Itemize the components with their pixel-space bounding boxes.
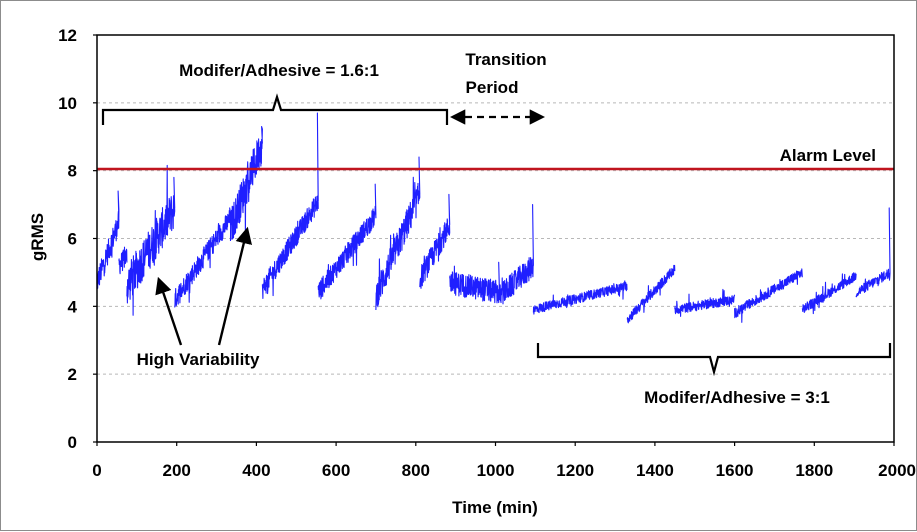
- series-segment-11: [532, 280, 628, 315]
- y-tick-label-12: 12: [58, 26, 77, 45]
- bottom-bracket-label: Modifer/Adhesive = 3:1: [644, 388, 830, 407]
- series-segment-16: [855, 207, 891, 298]
- gridlines: [97, 102, 894, 375]
- series-segment-6: [317, 183, 377, 300]
- x-tick-label-400: 400: [242, 461, 270, 480]
- x-tick-label-800: 800: [402, 461, 430, 480]
- x-tick-label-1400: 1400: [636, 461, 674, 480]
- x-tick-label-200: 200: [163, 461, 191, 480]
- series-segment-15: [801, 272, 857, 315]
- y-axis-ticks: 0 2 4 6 8 10 12: [58, 26, 97, 452]
- series-segment-0: [96, 190, 120, 289]
- series-segment-2: [126, 164, 176, 316]
- x-tick-label-0: 0: [92, 461, 101, 480]
- x-tick-label-1600: 1600: [716, 461, 754, 480]
- y-tick-label-8: 8: [68, 162, 77, 181]
- series-segment-14: [734, 268, 803, 323]
- x-tick-label-1200: 1200: [556, 461, 594, 480]
- series-segment-5: [261, 112, 319, 299]
- series-segment-3: [174, 207, 232, 308]
- series-segment-7: [375, 156, 421, 311]
- y-axis-title: gRMS: [28, 213, 47, 261]
- series-segment-9: [449, 261, 501, 304]
- y-tick-label-10: 10: [58, 94, 77, 113]
- y-tick-label-0: 0: [68, 433, 77, 452]
- x-tick-label-600: 600: [322, 461, 350, 480]
- series-gRMS: [96, 112, 891, 324]
- series-segment-4: [229, 126, 263, 241]
- series-segment-10: [498, 204, 534, 305]
- series-segment-1: [118, 246, 128, 275]
- x-axis-ticks: 0 200 400 600 800 1000 1200 1400 1600 1800 2000: [92, 442, 916, 480]
- x-tick-label-1800: 1800: [795, 461, 833, 480]
- y-tick-label-2: 2: [68, 365, 77, 384]
- alarm-level-label: Alarm Level: [780, 146, 876, 165]
- top-bracket-label: Modifer/Adhesive = 1.6:1: [179, 61, 379, 80]
- series-segment-13: [674, 288, 736, 317]
- x-axis-title: Time (min): [452, 498, 538, 517]
- high-variability-label: High Variability: [137, 350, 260, 369]
- transition-label-line2: Period: [466, 78, 519, 97]
- variability-arrow-right: [217, 226, 252, 346]
- x-tick-label-1000: 1000: [477, 461, 515, 480]
- x-tick-label-2000: 2000: [878, 461, 916, 480]
- y-tick-label-6: 6: [68, 230, 77, 249]
- series-segment-12: [626, 264, 676, 324]
- series-segment-8: [419, 193, 451, 289]
- top-bracket: [101, 93, 449, 125]
- variability-arrow-left: [155, 276, 183, 346]
- bottom-bracket: [536, 343, 892, 377]
- y-tick-label-4: 4: [68, 297, 78, 316]
- transition-label-line1: Transition: [465, 50, 546, 69]
